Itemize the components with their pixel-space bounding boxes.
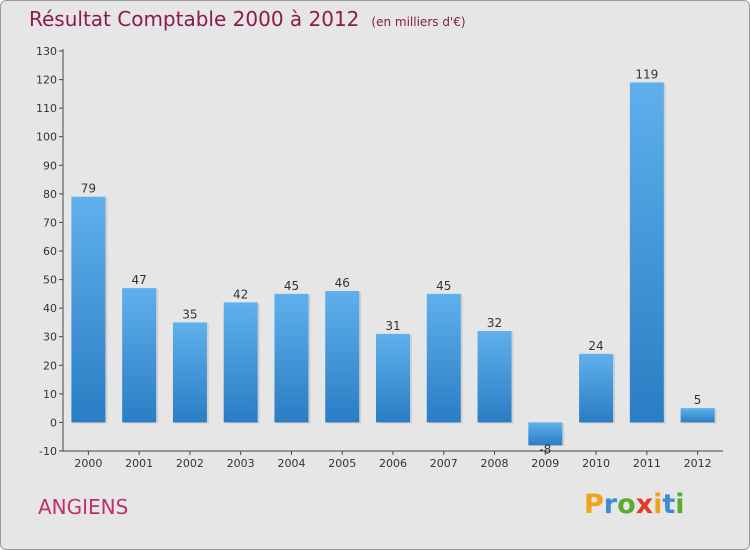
data-label: 47 <box>132 273 147 287</box>
y-tick-label: 70 <box>43 216 57 229</box>
y-tick-label: 0 <box>50 416 57 429</box>
data-label: 35 <box>182 307 197 321</box>
x-tick-label: 2004 <box>277 457 305 470</box>
y-tick-label: 80 <box>43 188 57 201</box>
logo-letter: t <box>662 489 676 520</box>
logo-letter: i <box>653 489 663 520</box>
chart-title-block: Résultat Comptable 2000 à 2012 (en millie… <box>29 7 466 31</box>
x-tick-label: 2000 <box>74 457 102 470</box>
y-tick-label: 50 <box>43 274 57 287</box>
y-tick-label: 90 <box>43 159 57 172</box>
logo-letter: x <box>635 489 654 520</box>
bar <box>680 408 715 423</box>
bar <box>172 322 207 423</box>
x-tick-label: 2003 <box>227 457 255 470</box>
bar <box>629 82 664 423</box>
bar <box>223 302 258 423</box>
y-tick-label: 130 <box>36 45 57 58</box>
data-label: 32 <box>487 316 502 330</box>
data-label: 119 <box>635 67 658 81</box>
data-label: 46 <box>335 276 350 290</box>
y-tick-label: -10 <box>39 445 57 458</box>
commune-name: ANGIENS <box>38 495 129 519</box>
bar <box>122 288 157 423</box>
y-tick-label: 60 <box>43 245 57 258</box>
data-label: 24 <box>588 339 603 353</box>
data-label: 79 <box>81 182 96 196</box>
x-tick-label: 2008 <box>481 457 509 470</box>
proxiti-logo: Proxiti <box>584 489 685 520</box>
bar <box>426 293 461 423</box>
chart-unit: (en milliers d'€) <box>371 15 466 29</box>
data-label: 45 <box>284 279 299 293</box>
bar <box>71 196 106 423</box>
data-label: 42 <box>233 287 248 301</box>
x-tick-label: 2009 <box>531 457 559 470</box>
x-tick-label: 2010 <box>582 457 610 470</box>
y-tick-label: 120 <box>36 74 57 87</box>
y-tick-label: 100 <box>36 131 57 144</box>
data-label: 45 <box>436 279 451 293</box>
y-tick-label: 40 <box>43 302 57 315</box>
x-tick-label: 2002 <box>176 457 204 470</box>
bar <box>477 331 512 423</box>
bar <box>274 293 309 423</box>
x-tick-label: 2007 <box>430 457 458 470</box>
x-tick-label: 2005 <box>328 457 356 470</box>
logo-letter: r <box>603 489 618 520</box>
logo-letter: i <box>675 489 685 520</box>
y-tick-label: 30 <box>43 331 57 344</box>
data-label: 5 <box>694 393 702 407</box>
data-label: -8 <box>539 442 551 456</box>
logo-letter: P <box>584 489 604 520</box>
bar <box>325 291 360 423</box>
y-tick-label: 110 <box>36 102 57 115</box>
bar <box>528 422 563 446</box>
bar <box>579 353 614 423</box>
chart-title: Résultat Comptable 2000 à 2012 <box>29 7 360 31</box>
x-tick-label: 2011 <box>633 457 661 470</box>
y-tick-label: 10 <box>43 388 57 401</box>
data-label: 31 <box>385 319 400 333</box>
x-tick-label: 2006 <box>379 457 407 470</box>
y-tick-label: 20 <box>43 359 57 372</box>
x-tick-label: 2012 <box>684 457 712 470</box>
bar <box>376 333 410 423</box>
logo-letter: o <box>617 489 636 520</box>
x-tick-label: 2001 <box>125 457 153 470</box>
